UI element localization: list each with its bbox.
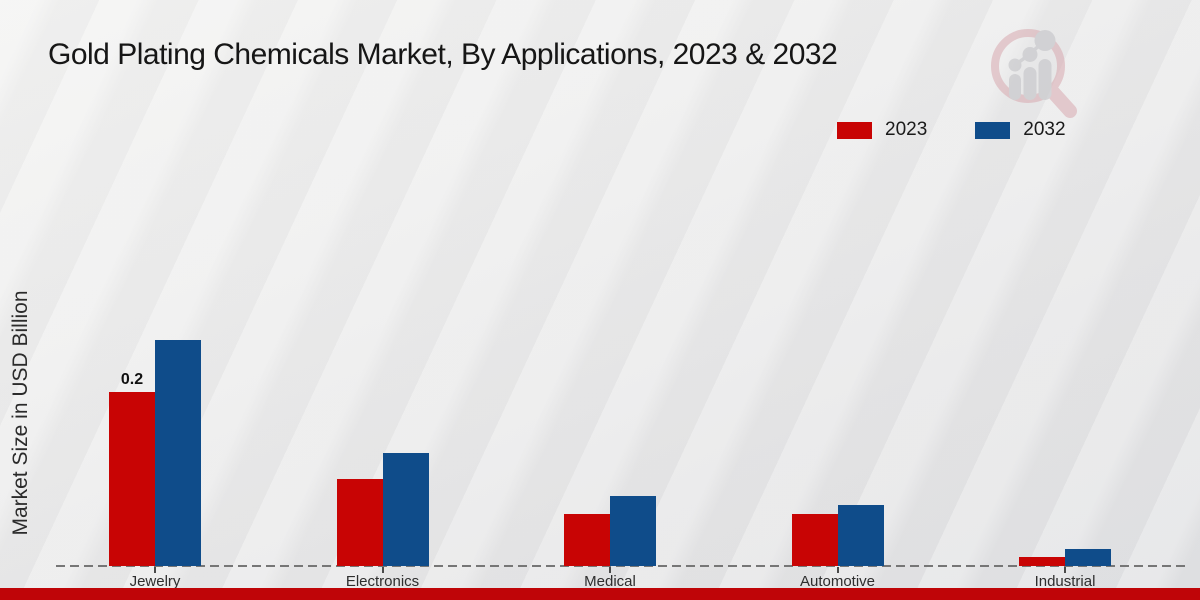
x-axis-tick [609, 567, 611, 573]
bar-value-label: 0.2 [120, 371, 144, 388]
legend-item-2023: 2023 [837, 119, 927, 141]
bar-2023-medical [564, 514, 610, 566]
x-axis-tick [1064, 567, 1066, 573]
legend: 2023 2032 [837, 119, 1066, 141]
x-axis-label-medical: Medical [584, 573, 636, 590]
bar-2023-jewelry [109, 392, 155, 566]
bar-2023-electronics [336, 479, 383, 566]
x-axis-tick [154, 567, 156, 573]
bar-2032-industrial [1065, 549, 1111, 566]
bar-2032-electronics [382, 453, 429, 566]
bar-2032-automotive [837, 505, 884, 566]
brand-logo-magnifier-chart-icon [991, 29, 1077, 118]
x-axis-tick [381, 567, 384, 573]
bar-2023-industrial [1019, 557, 1065, 566]
bar-2023-automotive [791, 514, 838, 566]
bar-2032-jewelry [155, 340, 201, 566]
x-axis-label-automotive: Automotive [799, 573, 876, 590]
zero-baseline [56, 565, 1188, 567]
chart-title: Gold Plating Chemicals Market, By Applic… [48, 38, 838, 71]
footer-accent-strip [0, 588, 1200, 600]
legend-label-2032: 2032 [1023, 119, 1066, 140]
x-axis-label-jewelry: Jewelry [129, 573, 181, 590]
legend-item-2032: 2032 [975, 119, 1066, 141]
bar-2032-medical [610, 496, 656, 566]
legend-label-2023: 2023 [885, 119, 928, 140]
x-axis-label-industrial: Industrial [1034, 573, 1096, 590]
legend-swatch-2023 [837, 121, 872, 139]
x-axis-tick [836, 567, 839, 573]
x-axis-label-electronics: Electronics [345, 573, 420, 590]
legend-swatch-2032 [975, 121, 1011, 139]
